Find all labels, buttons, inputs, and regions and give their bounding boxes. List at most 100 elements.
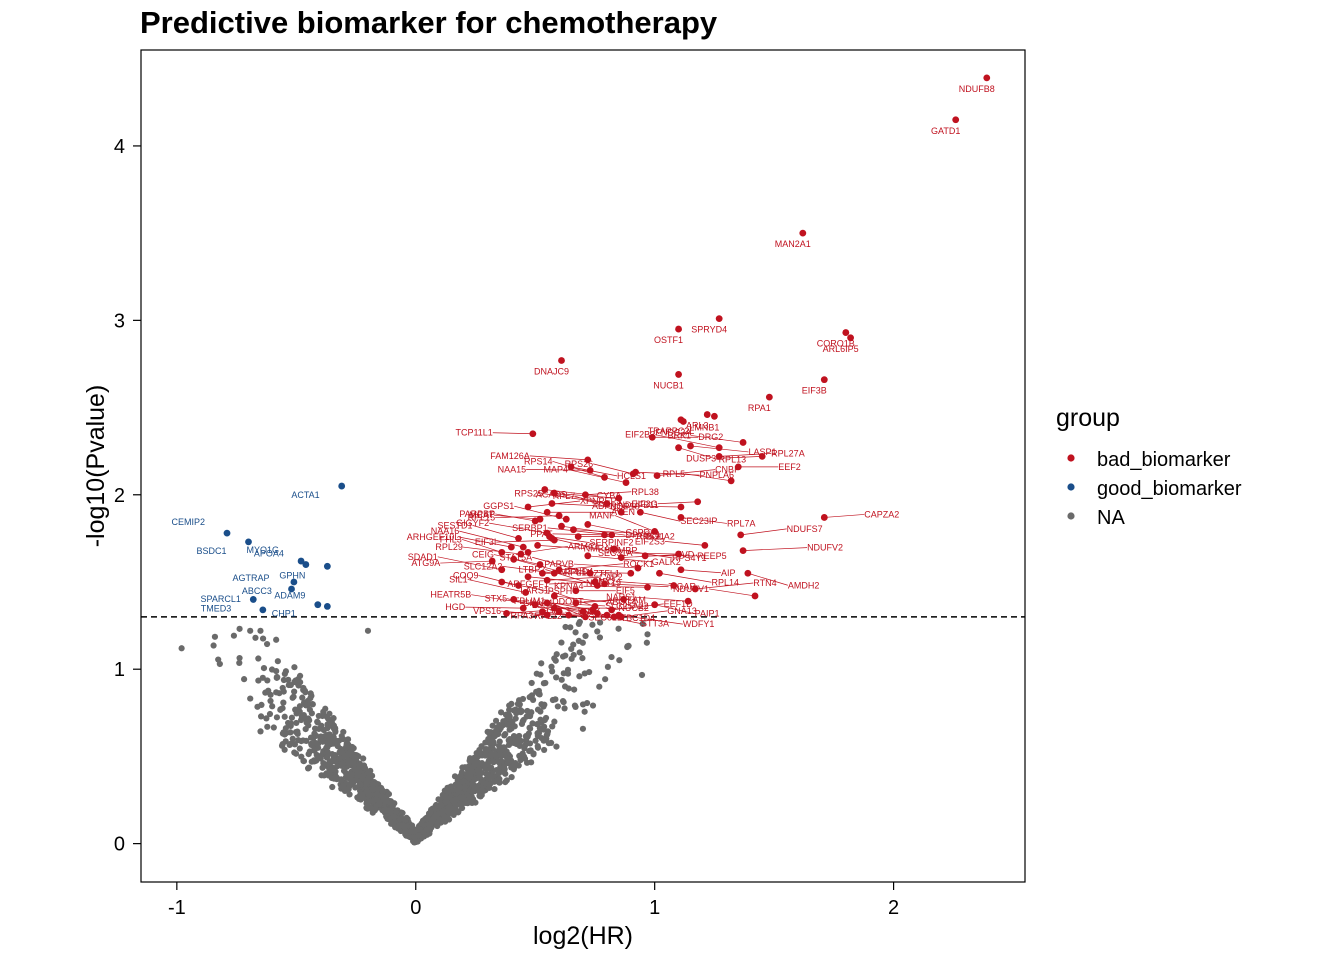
biomarker-point xyxy=(555,566,563,574)
na-point xyxy=(506,726,513,733)
na-point xyxy=(506,713,513,720)
biomarker-point xyxy=(711,412,718,420)
biomarker-point xyxy=(629,470,637,478)
legend-label: bad_biomarker xyxy=(1097,449,1231,471)
na-point xyxy=(282,668,290,675)
biomarker-point xyxy=(744,569,752,577)
biomarker-point xyxy=(617,613,625,621)
gene-label: MT-ND4 xyxy=(560,566,594,576)
leader-line xyxy=(747,572,788,586)
na-point xyxy=(532,737,539,744)
biomarker-point xyxy=(691,585,699,593)
na-point xyxy=(313,751,320,759)
na-point xyxy=(259,635,267,642)
biomarker-point xyxy=(610,613,618,621)
biomarker-point xyxy=(727,477,735,485)
leader-line xyxy=(636,596,689,602)
gene-label: DNAJC9 xyxy=(534,366,569,376)
biomarker-point xyxy=(290,578,298,586)
gene-label: GNL3 xyxy=(547,605,571,615)
na-point xyxy=(534,706,542,713)
na-point xyxy=(498,709,505,716)
na-point xyxy=(303,737,310,744)
gene-label: SERBP1 xyxy=(512,523,548,533)
na-point xyxy=(511,723,518,730)
na-point xyxy=(571,686,578,693)
biomarker-point xyxy=(648,433,656,441)
gene-label: ACTA1 xyxy=(291,490,319,500)
leader-line xyxy=(824,514,865,518)
na-point xyxy=(451,799,458,807)
leader-line xyxy=(659,572,712,583)
na-point xyxy=(496,742,503,750)
gene-label: RPL11 xyxy=(564,567,591,577)
biomarker-point xyxy=(684,597,692,605)
na-point xyxy=(509,718,516,725)
na-point xyxy=(608,653,615,661)
gene-label: LSS xyxy=(532,600,549,610)
na-point xyxy=(643,639,650,646)
gene-label: SPRYD4 xyxy=(691,325,727,335)
biomarker-point xyxy=(644,583,651,591)
gene-label: RPS26 xyxy=(565,459,594,469)
gene-label: WDFY1 xyxy=(683,619,715,629)
na-point xyxy=(336,755,343,762)
leader-line xyxy=(532,556,591,574)
biomarker-point xyxy=(601,580,608,588)
biomarker-point xyxy=(589,606,596,614)
na-point xyxy=(407,828,414,835)
na-point xyxy=(519,718,526,725)
gene-label: RPS25 xyxy=(514,489,543,499)
leader-line xyxy=(496,539,555,543)
leader-line xyxy=(575,495,622,513)
biomarker-point xyxy=(952,116,960,124)
biomarker-point xyxy=(701,541,709,549)
na-point xyxy=(560,698,567,706)
gene-label: STT3A xyxy=(641,619,669,629)
na-point xyxy=(369,785,376,792)
biomarker-point xyxy=(703,411,711,418)
na-point xyxy=(363,788,370,795)
leader-line xyxy=(552,461,605,478)
biomarker-point xyxy=(593,609,601,617)
biomarker-point xyxy=(677,416,685,424)
biomarker-point xyxy=(543,611,551,619)
gene-label: OSTF1 xyxy=(654,335,683,345)
biomarker-point xyxy=(739,439,747,446)
na-point xyxy=(579,725,587,732)
biomarker-point xyxy=(584,552,592,560)
na-point xyxy=(418,820,425,827)
gene-label: DUSP3 xyxy=(686,453,716,463)
na-point xyxy=(442,798,450,805)
gene-label: ARL6IP5 xyxy=(823,344,859,354)
leader-line xyxy=(547,576,600,581)
na-point xyxy=(307,690,314,697)
na-point xyxy=(596,619,604,626)
na-point xyxy=(552,696,559,703)
leader-line xyxy=(685,473,732,482)
leader-line xyxy=(545,600,586,618)
leader-line xyxy=(654,604,695,615)
y-tick-label: 2 xyxy=(114,485,125,507)
gene-label: NARS1 xyxy=(606,592,636,602)
na-point xyxy=(576,649,583,656)
na-point xyxy=(543,731,550,739)
na-point xyxy=(508,764,515,771)
gene-label: ACADS xyxy=(536,489,567,499)
na-point xyxy=(516,752,523,760)
na-point xyxy=(460,778,467,785)
biomarker-point xyxy=(503,609,510,617)
biomarker-point xyxy=(510,555,518,563)
gene-label: GIGYF2 xyxy=(456,518,489,528)
na-point xyxy=(523,759,531,766)
biomarker-point xyxy=(536,561,544,568)
biomarker-point xyxy=(737,531,745,539)
na-point xyxy=(570,651,577,659)
gene-label: KPNA4 xyxy=(554,581,584,591)
biomarker-point xyxy=(297,557,305,565)
biomarker-point xyxy=(617,508,625,516)
na-point xyxy=(347,771,355,779)
gene-label: CORO1B xyxy=(817,339,855,349)
gene-label: CKAP4 xyxy=(523,598,553,608)
biomarker-point xyxy=(641,552,649,560)
